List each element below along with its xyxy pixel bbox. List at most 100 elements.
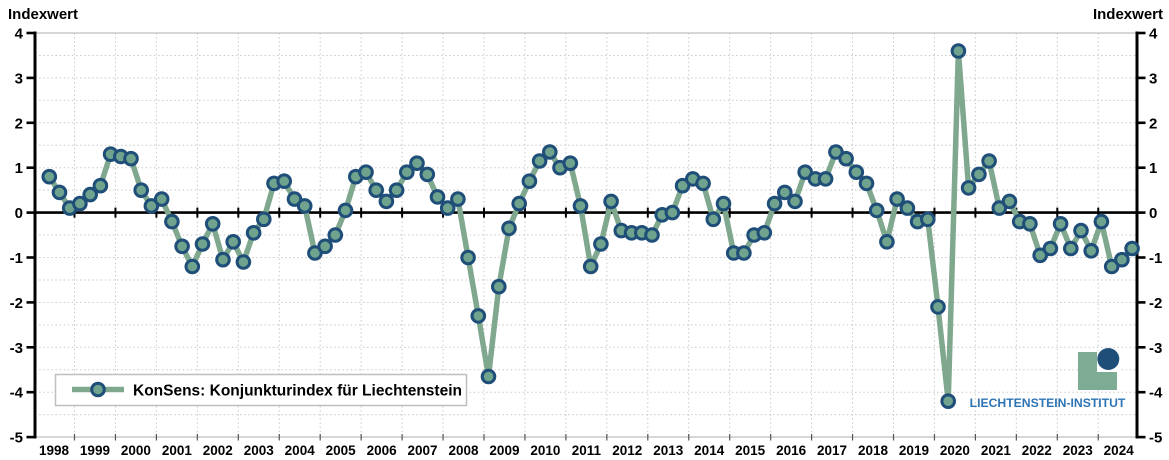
axis-title-left: Indexwert (8, 6, 78, 23)
data-point-marker (123, 150, 139, 167)
x-tick-label: 1998 (39, 443, 70, 458)
data-point-marker (460, 249, 476, 266)
x-tick-label: 2011 (572, 443, 602, 458)
data-point-marker (133, 182, 149, 198)
legend-label: KonSens: Konjunkturindex für Liechtenste… (133, 383, 462, 400)
data-point-marker (1124, 240, 1140, 257)
data-point-marker (756, 225, 773, 241)
data-point-marker (920, 211, 936, 228)
data-point-marker (940, 393, 957, 410)
data-point-marker (1032, 247, 1048, 264)
data-point-marker (1022, 216, 1038, 232)
data-point-marker (542, 144, 558, 160)
data-point-marker (766, 195, 783, 212)
data-point-marker (409, 155, 425, 171)
x-tick-label: 2010 (530, 443, 560, 458)
data-point-marker (450, 191, 466, 207)
x-tick-label: 2023 (1063, 443, 1094, 458)
y-tick-label-left: -3 (10, 340, 23, 357)
data-point-marker (960, 180, 977, 196)
data-point-marker (838, 150, 854, 167)
data-point-marker (1042, 240, 1059, 257)
y-tick-label-left: 1 (15, 160, 23, 177)
y-tick-label-left: -1 (10, 250, 23, 267)
data-point-marker (82, 186, 98, 203)
logo-text: LIECHTENSTEIN-INSTITUT (970, 396, 1126, 410)
data-point-marker (92, 177, 109, 194)
axis-title-right: Indexwert (1093, 6, 1163, 23)
data-point-marker (419, 166, 436, 183)
y-tick-label-right: -1 (1149, 250, 1162, 267)
data-point-marker (593, 236, 609, 252)
x-tick-label: 2012 (612, 443, 642, 458)
x-tick-label: 2016 (776, 443, 807, 458)
data-point-marker (664, 204, 681, 221)
data-point-marker (215, 251, 231, 268)
plot-borders (35, 32, 1137, 441)
logo-circle-icon (1097, 348, 1120, 370)
data-point-marker (399, 164, 415, 180)
y-tick-label-right: 1 (1149, 160, 1157, 177)
data-point-marker (491, 278, 507, 295)
x-tick-label: 2022 (1022, 443, 1052, 458)
data-point-marker (276, 173, 293, 189)
x-tick-label: 2019 (899, 443, 929, 458)
data-point-marker (235, 254, 252, 270)
data-point-marker (521, 173, 538, 189)
data-point-marker (1093, 213, 1110, 230)
data-point-marker (439, 200, 456, 216)
data-point-marker (511, 195, 528, 212)
y-tick-label-left: -2 (10, 295, 23, 312)
data-point-marker (715, 195, 732, 212)
x-tick-label: 2024 (1104, 443, 1135, 458)
data-point-marker (368, 182, 385, 198)
data-point-marker (582, 258, 599, 275)
x-tick-label: 2000 (121, 443, 151, 458)
data-point-marker (787, 193, 803, 210)
data-point-marker (337, 202, 354, 219)
data-point-marker (879, 234, 895, 250)
data-point-marker (674, 177, 691, 194)
y-tick-label-right: -4 (1149, 385, 1163, 402)
data-point-marker (705, 211, 722, 228)
data-point-marker (153, 191, 170, 207)
data-point-marker (531, 153, 548, 169)
liechtenstein-institut-logo: LIECHTENSTEIN-INSTITUT (970, 348, 1126, 410)
data-point-marker (848, 164, 865, 180)
legend-marker-icon (90, 381, 106, 398)
x-tick-labels: 1998 1999 2000 2001 2002 2003 2004 2005 2006 2007… (39, 443, 1134, 458)
data-point-marker (256, 211, 272, 228)
y-tick-labels: 4 4 3 3 2 2 1 1 0 0 -1 -1 -2 -2 -3 -3 -4 -4 -5 -5 (10, 26, 1163, 447)
data-point-marker (1073, 222, 1089, 239)
y-tick-label-left: 3 (15, 70, 23, 87)
x-tick-label: 2017 (817, 443, 847, 458)
x-tick-label: 2014 (694, 443, 725, 458)
y-tick-label-left: 4 (15, 26, 24, 43)
y-tick-label-left: -4 (10, 385, 24, 402)
data-point-marker (971, 166, 987, 183)
x-tick-label: 2004 (285, 443, 316, 458)
x-tick-label: 2009 (489, 443, 519, 458)
y-tick-label-left: 0 (15, 205, 23, 222)
x-tick-label: 2005 (326, 443, 357, 458)
data-point-marker (572, 198, 589, 214)
data-point-marker (644, 227, 660, 243)
data-point-marker (858, 175, 875, 192)
data-point-marker (868, 202, 885, 219)
data-point-marker (327, 227, 344, 243)
data-point-marker (429, 189, 446, 205)
y-tick-label-left: 2 (15, 115, 23, 132)
series-markers (41, 43, 1140, 410)
y-tick-label-left: -5 (10, 430, 23, 447)
data-point-marker (470, 308, 487, 324)
data-point-marker (41, 168, 58, 185)
data-point-marker (562, 155, 579, 171)
data-point-marker (378, 193, 395, 210)
x-tick-label: 2015 (735, 443, 766, 458)
y-tick-label-right: 0 (1149, 205, 1157, 222)
data-point-marker (817, 171, 834, 187)
data-point-marker (777, 184, 793, 201)
data-point-marker (358, 164, 374, 180)
data-point-marker (1063, 240, 1079, 257)
